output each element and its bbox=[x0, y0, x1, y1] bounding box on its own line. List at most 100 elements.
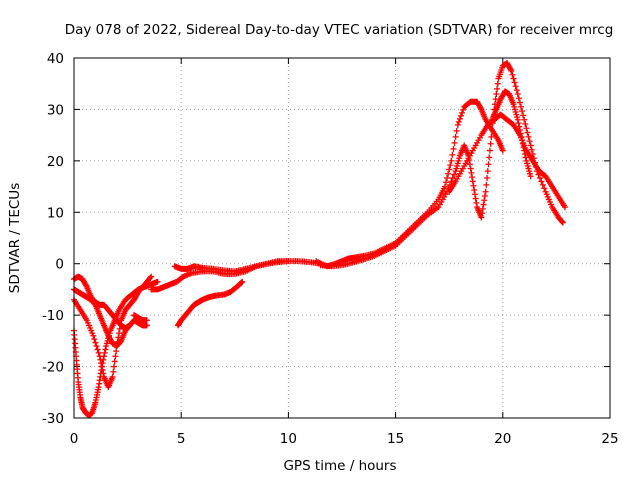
data-point bbox=[148, 273, 155, 280]
data-point bbox=[285, 258, 292, 265]
data-point bbox=[481, 197, 488, 204]
data-point bbox=[93, 343, 100, 349]
data-point bbox=[452, 133, 459, 140]
data-point bbox=[111, 358, 118, 365]
data-point bbox=[519, 140, 526, 147]
satellite-track-11 bbox=[446, 111, 568, 211]
data-point bbox=[515, 120, 522, 127]
data-point bbox=[143, 322, 150, 329]
data-point bbox=[126, 322, 133, 329]
x-tick-label: 5 bbox=[177, 431, 186, 447]
data-point bbox=[91, 336, 98, 343]
data-point bbox=[525, 133, 532, 140]
data-point bbox=[112, 353, 119, 360]
data-point bbox=[449, 151, 456, 158]
x-tick-label: 20 bbox=[494, 431, 511, 447]
data-point bbox=[514, 116, 521, 123]
data-point bbox=[445, 170, 452, 177]
data-points bbox=[71, 60, 568, 419]
data-point bbox=[154, 278, 161, 285]
y-tick-label: 20 bbox=[47, 154, 64, 170]
data-point bbox=[517, 130, 524, 137]
data-point bbox=[479, 210, 486, 217]
data-point bbox=[100, 370, 107, 377]
y-axis-label: SDTVAR / TECUs bbox=[7, 183, 23, 293]
data-point bbox=[494, 80, 501, 87]
data-point bbox=[526, 138, 533, 145]
data-point bbox=[238, 279, 245, 286]
data-point bbox=[480, 201, 487, 208]
data-point bbox=[519, 108, 526, 115]
data-point bbox=[499, 147, 506, 154]
data-point bbox=[459, 109, 466, 116]
y-tick-label: -10 bbox=[42, 308, 64, 324]
data-point bbox=[521, 147, 528, 154]
data-point bbox=[538, 178, 545, 185]
data-point bbox=[96, 353, 103, 360]
data-point bbox=[143, 317, 150, 324]
data-point bbox=[117, 321, 124, 328]
axis-ticks bbox=[73, 57, 611, 419]
data-point bbox=[468, 169, 475, 176]
data-point bbox=[114, 338, 121, 345]
data-point bbox=[514, 91, 521, 97]
data-point bbox=[510, 75, 517, 82]
y-tick-label: 10 bbox=[47, 205, 64, 221]
satellite-track-4 bbox=[71, 273, 155, 391]
satellite-track-8 bbox=[174, 278, 246, 329]
data-point bbox=[507, 66, 514, 73]
data-point bbox=[90, 332, 97, 339]
plot-frame bbox=[73, 57, 611, 419]
data-point bbox=[494, 85, 501, 92]
data-point bbox=[470, 182, 477, 189]
data-point bbox=[448, 157, 455, 164]
data-point bbox=[520, 144, 527, 151]
data-point bbox=[488, 133, 495, 140]
satellite-track-12 bbox=[489, 88, 534, 180]
data-point bbox=[97, 356, 104, 363]
data-point bbox=[522, 121, 529, 127]
data-point bbox=[523, 125, 530, 132]
tick-labels: 0 5 10 15 20 25 -30 -20 -10 0 10 20 30 40 bbox=[42, 51, 619, 447]
data-point bbox=[518, 133, 525, 140]
data-point bbox=[460, 106, 467, 113]
data-point bbox=[467, 165, 474, 172]
data-point bbox=[115, 334, 122, 341]
x-tick-label: 10 bbox=[280, 431, 297, 447]
data-point bbox=[511, 79, 518, 86]
data-point bbox=[541, 185, 548, 192]
data-point bbox=[516, 99, 523, 106]
data-point bbox=[453, 127, 460, 134]
data-point bbox=[469, 174, 476, 181]
data-point bbox=[516, 127, 523, 133]
data-point bbox=[483, 181, 490, 188]
y-tick-label: 40 bbox=[47, 51, 64, 67]
data-point bbox=[524, 129, 531, 136]
data-point bbox=[521, 116, 528, 123]
data-point bbox=[111, 363, 118, 370]
data-point bbox=[478, 214, 485, 221]
data-point bbox=[442, 179, 449, 186]
data-point bbox=[451, 139, 458, 146]
data-point bbox=[527, 142, 534, 149]
satellite-track-10 bbox=[317, 60, 566, 270]
data-point bbox=[95, 349, 102, 356]
data-point bbox=[487, 140, 494, 147]
x-tick-label: 25 bbox=[601, 431, 618, 447]
data-point bbox=[98, 363, 105, 370]
data-point bbox=[94, 346, 101, 353]
grid-lines bbox=[74, 58, 610, 418]
x-axis-label: GPS time / hours bbox=[283, 458, 396, 474]
y-tick-label: 0 bbox=[55, 257, 64, 273]
data-point bbox=[481, 193, 488, 199]
data-point bbox=[516, 123, 523, 130]
data-point bbox=[444, 175, 451, 181]
data-point bbox=[147, 274, 154, 281]
data-point bbox=[519, 137, 526, 144]
data-point bbox=[98, 360, 105, 367]
data-point bbox=[454, 121, 461, 128]
y-tick-label: 30 bbox=[47, 102, 64, 118]
data-point bbox=[479, 205, 486, 212]
data-point bbox=[92, 339, 99, 346]
data-point bbox=[456, 115, 463, 122]
